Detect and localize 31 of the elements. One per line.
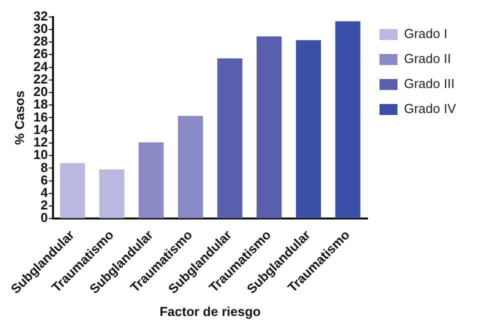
bar (296, 40, 322, 218)
y-tick-label: 20 (33, 84, 48, 100)
y-tick-label: 28 (33, 34, 48, 49)
y-tick-label: 0 (40, 210, 48, 226)
legend-label: Grado III (404, 76, 455, 92)
y-tick-label: 10 (33, 147, 48, 162)
legend-label: Grado I (404, 26, 448, 42)
x-axis-title: Factor de riesgo (160, 304, 261, 319)
y-tick-label: 18 (33, 96, 48, 112)
y-tick-label: 26 (33, 46, 48, 62)
bar (178, 116, 204, 218)
y-tick-label: 4 (40, 184, 49, 200)
bar (138, 142, 164, 218)
y-tick-label: 6 (40, 172, 48, 188)
y-tick-label: 32 (33, 8, 48, 24)
bar (335, 21, 360, 218)
y-tick-label: 12 (33, 134, 48, 150)
y-tick-label: 22 (33, 71, 48, 86)
y-axis-title: % Casos (12, 90, 28, 145)
y-tick-label: 14 (33, 122, 49, 137)
y-tick-label: 2 (40, 198, 48, 213)
bar (99, 169, 124, 218)
y-tick-label: 8 (40, 160, 48, 175)
y-tick-label: 30 (33, 20, 48, 36)
legend-label: Grado II (404, 51, 451, 66)
y-tick-label: 24 (33, 58, 49, 74)
bar (217, 58, 242, 218)
bar (60, 163, 86, 218)
y-tick-label: 16 (33, 109, 48, 124)
bar (256, 36, 282, 218)
legend-label: Grado IV (404, 101, 456, 116)
